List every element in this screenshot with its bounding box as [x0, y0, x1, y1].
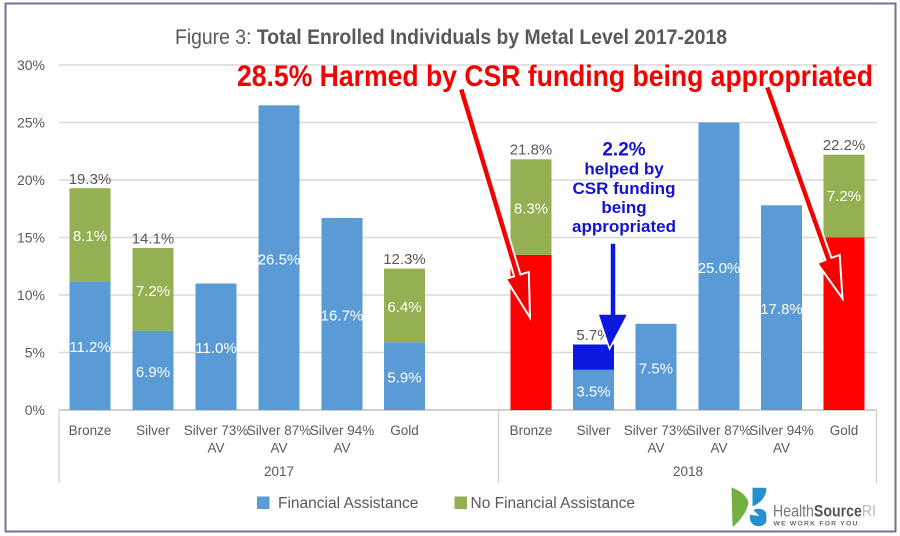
svg-text:11.0%: 11.0% [195, 340, 236, 357]
svg-text:20%: 20% [17, 172, 45, 188]
svg-text:Silver: Silver [577, 423, 611, 438]
svg-text:Gold: Gold [390, 423, 419, 438]
svg-text:11.2%: 11.2% [69, 339, 110, 356]
svg-text:Silver: Silver [136, 423, 170, 438]
svg-text:17.8%: 17.8% [760, 301, 803, 318]
svg-text:14.1%: 14.1% [132, 231, 175, 248]
svg-text:WE WORK FOR YOU: WE WORK FOR YOU [774, 521, 859, 528]
svg-text:Silver 94%: Silver 94% [310, 423, 375, 438]
svg-text:5.9%: 5.9% [387, 370, 421, 387]
svg-text:appropriated: appropriated [572, 217, 676, 236]
svg-text:7.5%: 7.5% [639, 361, 673, 378]
svg-text:HealthSourceRI: HealthSourceRI [773, 503, 876, 521]
svg-text:7.2%: 7.2% [136, 283, 170, 300]
svg-text:22.2%: 22.2% [823, 137, 866, 154]
svg-text:Silver 73%: Silver 73% [624, 423, 689, 438]
svg-text:15%: 15% [17, 230, 45, 246]
svg-text:6.9%: 6.9% [136, 364, 170, 381]
svg-text:5.7%: 5.7% [576, 327, 610, 344]
svg-text:21.8%: 21.8% [510, 142, 553, 159]
svg-text:CSR funding: CSR funding [573, 179, 676, 198]
svg-text:6.4%: 6.4% [387, 299, 421, 316]
svg-text:16.7%: 16.7% [321, 308, 364, 325]
svg-text:2.2%: 2.2% [602, 140, 645, 161]
svg-text:being: being [601, 198, 646, 217]
svg-text:8.1%: 8.1% [73, 228, 107, 245]
svg-text:0%: 0% [25, 402, 45, 418]
svg-text:No Financial Assistance: No Financial Assistance [471, 495, 636, 512]
svg-text:helped by: helped by [584, 160, 664, 179]
svg-text:Silver 87%: Silver 87% [247, 423, 312, 438]
svg-text:AV: AV [333, 441, 350, 456]
svg-text:7.2%: 7.2% [827, 188, 861, 205]
svg-text:3.5%: 3.5% [576, 384, 610, 401]
svg-text:25%: 25% [17, 115, 45, 131]
svg-text:25.0%: 25.0% [698, 260, 741, 277]
svg-text:AV: AV [270, 441, 287, 456]
svg-text:Silver 87%: Silver 87% [687, 423, 752, 438]
svg-text:AV: AV [647, 441, 664, 456]
svg-text:12.3%: 12.3% [383, 251, 426, 268]
svg-text:AV: AV [773, 441, 790, 456]
svg-text:Silver 73%: Silver 73% [184, 423, 249, 438]
svg-text:AV: AV [710, 441, 727, 456]
svg-text:28.5% Harmed by CSR funding be: 28.5% Harmed by CSR funding being approp… [237, 60, 873, 93]
svg-text:19.3%: 19.3% [69, 171, 112, 188]
svg-text:30%: 30% [17, 57, 45, 73]
svg-text:Bronze: Bronze [510, 423, 553, 438]
svg-text:Financial Assistance: Financial Assistance [278, 495, 418, 512]
svg-text:2018: 2018 [673, 464, 703, 479]
svg-text:Figure 3: Total Enrolled Indiv: Figure 3: Total Enrolled Individuals by … [175, 26, 727, 49]
svg-text:Bronze: Bronze [69, 423, 112, 438]
svg-text:10%: 10% [17, 287, 45, 303]
svg-text:26.5%: 26.5% [258, 252, 301, 269]
svg-text:Silver 94%: Silver 94% [749, 423, 814, 438]
svg-text:8.3%: 8.3% [514, 201, 548, 218]
svg-text:2017: 2017 [264, 464, 294, 479]
svg-text:AV: AV [207, 441, 224, 456]
svg-text:Gold: Gold [830, 423, 859, 438]
svg-text:5%: 5% [25, 345, 45, 361]
